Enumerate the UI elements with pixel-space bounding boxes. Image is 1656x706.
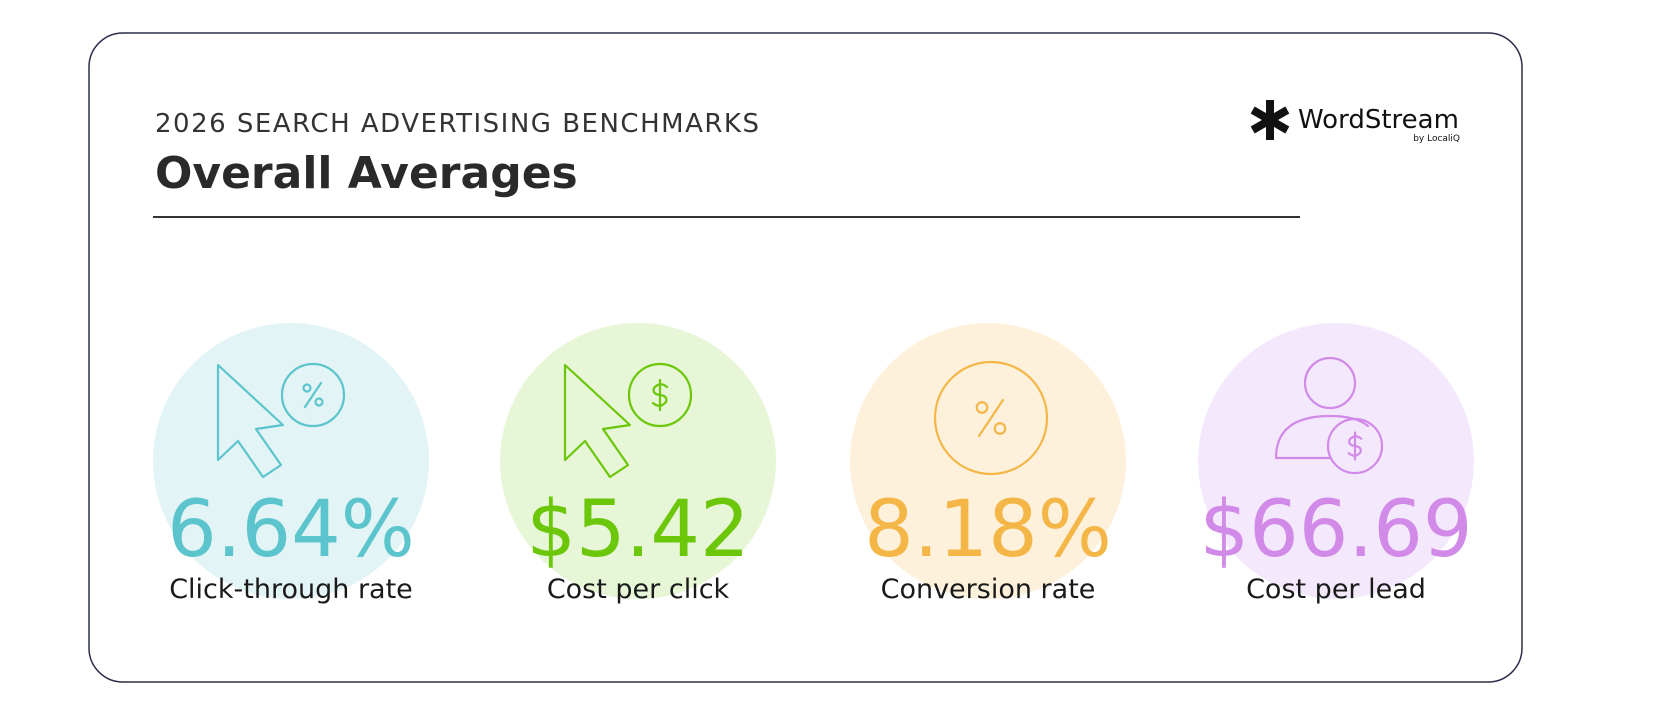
stat-circle xyxy=(1198,323,1474,599)
stat-circle xyxy=(850,323,1126,599)
icon-part xyxy=(314,397,324,407)
icon-part xyxy=(1303,356,1357,410)
icon-part xyxy=(977,398,1005,438)
icon-part xyxy=(563,363,632,479)
stat-label: Conversion rate xyxy=(881,574,1096,605)
stat-card: 6.64%Click-through rate xyxy=(153,323,429,605)
icon-part xyxy=(1274,414,1370,460)
stat-icon xyxy=(933,360,1049,476)
stat-circle xyxy=(500,323,776,599)
logo-mark xyxy=(1250,100,1290,140)
title: Overall Averages xyxy=(155,148,578,199)
stat-value: 8.18% xyxy=(864,485,1112,575)
icon-part xyxy=(1326,417,1384,475)
logo-byline: by LocaliQ xyxy=(1413,134,1460,144)
logo: WordStream by LocaliQ xyxy=(1250,100,1460,144)
stat-label: Click-through rate xyxy=(169,574,413,605)
icon-part xyxy=(933,360,1049,476)
stat-icon xyxy=(216,362,346,479)
logo-name: WordStream xyxy=(1298,105,1459,135)
icon-part xyxy=(216,363,285,479)
stat-value: $66.69 xyxy=(1200,485,1473,575)
icon-part xyxy=(627,362,693,428)
subtitle: 2026 SEARCH ADVERTISING BENCHMARKS xyxy=(155,109,760,139)
card xyxy=(88,32,1523,683)
icon-part xyxy=(303,381,323,409)
icon-part xyxy=(280,362,346,428)
icon-part xyxy=(302,383,312,393)
stat-label: Cost per click xyxy=(547,574,730,605)
stat-icon xyxy=(1274,356,1384,475)
icon-part xyxy=(993,422,1007,435)
stat-card: 8.18%Conversion rate xyxy=(850,323,1126,605)
stat-value: 6.64% xyxy=(167,485,415,575)
stat-circle xyxy=(153,323,429,599)
stat-icon xyxy=(563,362,693,479)
icon-part xyxy=(975,401,989,414)
stat-value: $5.42 xyxy=(526,485,749,575)
stat-label: Cost per lead xyxy=(1246,574,1426,605)
